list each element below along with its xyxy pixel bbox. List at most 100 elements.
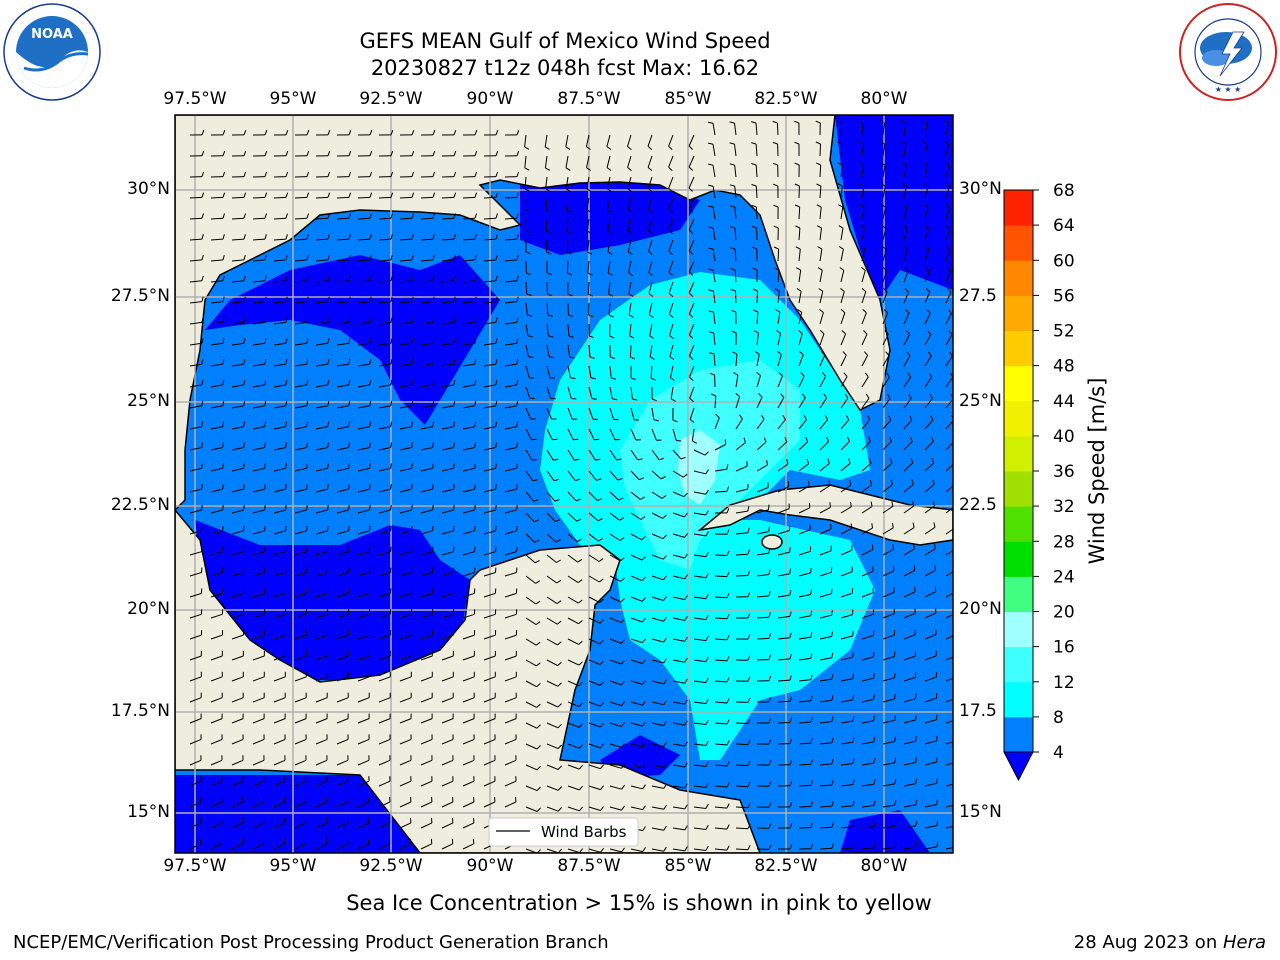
wind-barb-feather xyxy=(516,504,518,511)
wind-barb xyxy=(588,806,601,811)
wind-barb-feather xyxy=(577,558,583,563)
wind-barb-feather xyxy=(708,268,714,271)
wind-barb-feather xyxy=(915,842,918,848)
wind-barb-feather xyxy=(620,618,625,623)
wind-barb-feather xyxy=(495,254,498,261)
wind-barb xyxy=(273,217,287,220)
wind-barb xyxy=(378,780,391,787)
wind-barb-feather xyxy=(264,421,267,427)
wind-barb xyxy=(420,592,433,598)
wind-barb xyxy=(903,698,916,703)
wind-barb xyxy=(483,363,496,367)
wind-barb-feather xyxy=(815,162,821,166)
wind-barb-feather xyxy=(390,213,393,219)
wind-barb-feather xyxy=(831,716,834,722)
wind-barb-feather xyxy=(285,484,287,490)
wind-barb-feather xyxy=(535,641,541,646)
wind-barb xyxy=(861,228,865,241)
wind-barb xyxy=(630,386,633,399)
wind-barb-feather xyxy=(264,338,267,344)
wind-barb-feather xyxy=(306,254,309,261)
wind-barb-feather xyxy=(852,716,855,722)
wind-barb-feather xyxy=(285,379,288,385)
wind-barb-feather xyxy=(556,559,561,563)
wind-barb xyxy=(315,530,328,535)
wind-barb-feather xyxy=(621,763,625,769)
wind-barb xyxy=(273,697,286,703)
wind-barb xyxy=(252,759,265,766)
wind-barb xyxy=(651,617,664,622)
wind-barb xyxy=(546,449,554,461)
wind-barb-feather xyxy=(306,338,309,344)
wind-barb xyxy=(231,280,244,283)
wind-barb-feather xyxy=(201,296,204,302)
wind-barb-feather xyxy=(432,463,434,469)
wind-barb xyxy=(546,407,552,420)
wind-barb xyxy=(420,697,433,703)
wind-barb-feather xyxy=(768,718,772,724)
wind-barb-feather xyxy=(453,546,455,552)
wind-barb xyxy=(712,144,716,157)
wind-barb xyxy=(712,228,716,241)
wind-barb xyxy=(648,281,653,294)
wind-barb xyxy=(586,197,590,210)
wind-barb-feather xyxy=(705,782,709,788)
wind-barb xyxy=(462,822,475,829)
wind-barb-feather xyxy=(789,632,792,638)
wind-barb xyxy=(315,780,328,787)
wind-barb xyxy=(819,463,830,472)
wind-barb xyxy=(441,321,454,325)
wind-barb-feather xyxy=(264,546,266,552)
wind-barb xyxy=(189,259,203,262)
wind-barb-feather xyxy=(747,802,751,808)
wind-barb xyxy=(588,596,600,604)
wind-barb-feather xyxy=(810,801,814,807)
wind-barb-feather xyxy=(730,247,736,250)
wind-barb-feather xyxy=(902,204,908,208)
wind-barb xyxy=(210,780,223,787)
wind-barb xyxy=(819,506,831,514)
wind-barb-feather xyxy=(751,204,757,208)
wind-barb xyxy=(630,764,643,769)
wind-barb-feather xyxy=(815,141,821,145)
wind-barb-feather xyxy=(850,523,853,529)
wind-barb-feather xyxy=(453,254,456,261)
wind-barb xyxy=(441,426,454,430)
wind-barb xyxy=(756,595,769,598)
wind-barb xyxy=(252,718,265,724)
wind-barb-feather xyxy=(747,591,751,597)
colorbar-tick-label: 52 xyxy=(1053,322,1075,342)
wind-barb-feather xyxy=(808,480,810,486)
wind-barb-feather xyxy=(306,525,308,531)
wind-barb-feather xyxy=(931,458,935,464)
wind-barb xyxy=(840,249,844,262)
wind-barb xyxy=(714,395,717,409)
wind-barb xyxy=(483,405,496,409)
wind-barb xyxy=(210,676,223,682)
wind-barb-feather xyxy=(536,807,541,812)
wind-barb xyxy=(882,207,887,220)
wind-barb xyxy=(483,259,497,262)
wind-barb-feather xyxy=(768,739,772,745)
wind-barb xyxy=(504,488,517,493)
wind-barb-feather xyxy=(894,694,896,700)
wind-barb xyxy=(525,680,537,688)
wind-barb-feather xyxy=(201,130,205,136)
colorbar-tick-label: 64 xyxy=(1053,216,1075,236)
wind-barb xyxy=(462,592,475,598)
wind-barb-feather xyxy=(828,480,831,486)
wind-barb-feather xyxy=(348,192,352,198)
wind-barb-feather xyxy=(612,398,618,401)
wind-barb xyxy=(672,575,685,580)
wind-barb xyxy=(588,365,592,378)
wind-barb-feather xyxy=(474,338,477,344)
wind-barb-feather xyxy=(264,171,268,177)
wind-barb-feather xyxy=(684,553,688,559)
wind-barb-feather xyxy=(705,698,709,704)
svg-text:★ ★ ★: ★ ★ ★ xyxy=(1215,85,1242,94)
wind-barb xyxy=(630,491,641,500)
wind-barb xyxy=(378,676,391,682)
wind-barb xyxy=(189,655,202,661)
wind-barb-feather xyxy=(873,758,876,764)
wind-barb xyxy=(734,248,737,262)
